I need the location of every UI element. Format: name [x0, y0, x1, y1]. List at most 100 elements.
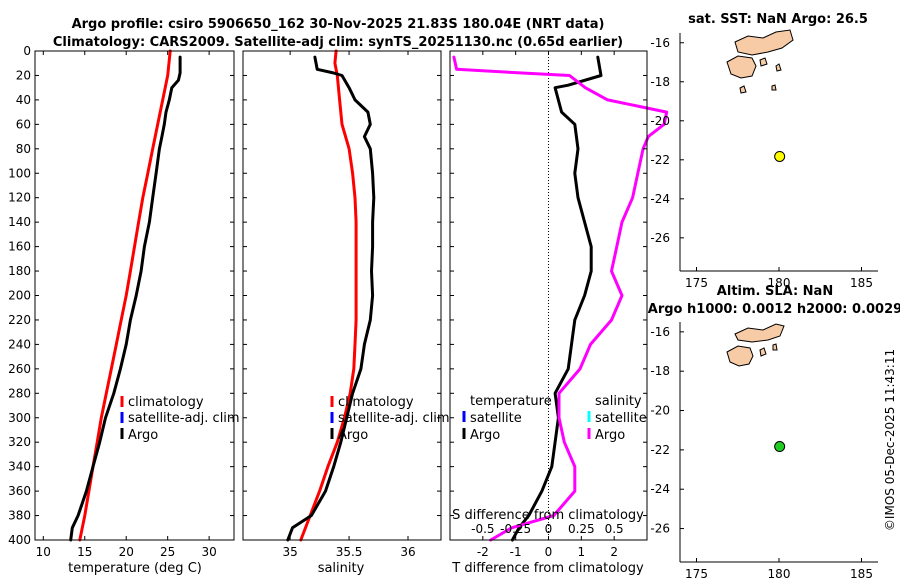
y-tick-label: 140 — [8, 215, 31, 229]
y-tick-label: 20 — [16, 68, 31, 82]
y-tick-label: 120 — [8, 191, 31, 205]
y-tick-label: 0 — [23, 44, 31, 58]
x-tick-label: 180 — [768, 567, 791, 580]
legend-label-satellite: satellite-adj. clim — [128, 411, 240, 426]
x-tick-label: 35.5 — [336, 545, 363, 559]
y-tick-label: 220 — [8, 313, 31, 327]
x-top-tick-label: -0.5 — [471, 522, 494, 536]
island-vanua-levu — [734, 323, 785, 343]
island-kadavu — [739, 85, 747, 94]
difference-xlabel-top: S difference from climatology — [452, 508, 644, 523]
island-lau — [771, 84, 777, 91]
x-top-tick-label: 0.25 — [568, 522, 595, 536]
legend-label-climatology: climatology — [338, 395, 414, 410]
y-tick-label: -18 — [650, 364, 670, 378]
series-line-climatology — [299, 49, 358, 542]
y-tick-label: 280 — [8, 386, 31, 400]
difference-panel: -2 -1 0 1 2 -0.5 -0.25 0 0.25 0.5 S difference fr… — [449, 50, 669, 576]
x-top-tick-label: 0 — [545, 522, 553, 536]
x-tick-label: -1 — [510, 545, 522, 559]
y-tick-label: 260 — [8, 362, 31, 376]
y-tick-label: -26 — [650, 522, 670, 536]
x-tick-label: 15 — [77, 545, 92, 559]
x-tick-label: 2 — [610, 545, 618, 559]
difference-xlabel: T difference from climatology — [451, 561, 644, 576]
y-tick-label: 160 — [8, 240, 31, 254]
map2-title-line-2: Argo h1000: 0.0012 h2000: 0.0029 — [648, 302, 900, 317]
legend-label-s-satellite: satellite — [595, 411, 647, 426]
y-tick-label: -22 — [650, 153, 670, 167]
island-lau — [772, 343, 778, 351]
y-tick-label: -22 — [650, 443, 670, 457]
legend-title-temperature: temperature — [470, 394, 552, 409]
map2-title-line-1: Altim. SLA: NaN — [717, 284, 833, 299]
y-tick-label: 200 — [8, 289, 31, 303]
x-top-tick-label: -0.25 — [500, 522, 531, 536]
legend-label-argo: Argo — [338, 428, 368, 443]
argo-float-marker — [774, 150, 786, 162]
y-tick-label: 400 — [8, 533, 31, 547]
fiji-landmass — [726, 323, 785, 367]
difference-legend: temperature satellite Argo salinity sate… — [462, 394, 647, 443]
legend-label-satellite: satellite-adj. clim — [338, 411, 450, 426]
x-tick-label: 30 — [201, 545, 216, 559]
y-tick-label: 180 — [8, 264, 31, 278]
legend-label-t-argo: Argo — [470, 428, 500, 443]
difference-axes-box — [449, 50, 648, 541]
y-tick-label: 300 — [8, 411, 31, 425]
x-tick-label: 36 — [400, 545, 415, 559]
y-tick-label: 80 — [16, 142, 31, 156]
x-tick-label: 25 — [160, 545, 175, 559]
legend-label-argo: Argo — [128, 428, 158, 443]
series-line-t-argo — [510, 55, 603, 542]
legend-label-climatology: climatology — [128, 395, 204, 410]
temperature-axes-box — [34, 50, 235, 541]
y-tick-label: 320 — [8, 435, 31, 449]
x-tick-label: 185 — [850, 567, 873, 580]
y-tick-label: -20 — [650, 114, 670, 128]
map1-title: sat. SST: NaN Argo: 26.5 — [688, 12, 868, 27]
y-tick-label: -18 — [650, 75, 670, 89]
series-line-argo — [286, 55, 376, 542]
y-tick-label: 360 — [8, 484, 31, 498]
x-tick-label: 0 — [545, 545, 553, 559]
island-small — [775, 63, 782, 72]
x-tick-label: 20 — [119, 545, 134, 559]
y-tick-label: -24 — [650, 192, 670, 206]
x-tick-label: 175 — [685, 567, 708, 580]
x-tick-label: 180 — [768, 276, 791, 290]
y-tick-label: -24 — [650, 482, 670, 496]
y-tick-label: 40 — [16, 93, 31, 107]
title-line-1: Argo profile: csiro 5906650_162 30-Nov-2… — [72, 17, 605, 32]
y-tick-label: -26 — [650, 231, 670, 245]
fiji-landmass — [726, 29, 794, 94]
y-tick-label: -16 — [650, 36, 670, 50]
imos-timestamp: ©IMOS 05-Dec-2025 11:43:11 — [883, 349, 897, 531]
island-viti-levu — [726, 55, 757, 79]
x-tick-label: 10 — [36, 545, 51, 559]
x-top-tick-label: 0.5 — [605, 522, 624, 536]
y-tick-label: 340 — [8, 460, 31, 474]
y-tick-label: 60 — [16, 117, 31, 131]
y-tick-label: 380 — [8, 509, 31, 523]
island-viti-levu — [726, 345, 754, 367]
y-tick-label: -20 — [650, 404, 670, 418]
legend-title-salinity: salinity — [595, 394, 642, 409]
island-small — [759, 57, 768, 67]
y-tick-label: -16 — [650, 325, 670, 339]
title-line-2: Climatology: CARS2009. Satellite-adj cli… — [53, 35, 623, 50]
x-tick-label: 175 — [685, 276, 708, 290]
legend-label-s-argo: Argo — [595, 428, 625, 443]
island-small — [759, 347, 767, 357]
argo-float-marker — [774, 441, 786, 453]
island-vanua-levu — [734, 29, 794, 56]
x-tick-label: 1 — [578, 545, 586, 559]
temperature-panel: 10 15 20 25 30020406080100120140160180200220… — [8, 44, 240, 576]
salinity-xlabel: salinity — [318, 561, 365, 576]
y-tick-label: 100 — [8, 166, 31, 180]
sst-map-panel: -16 -18 -20 -22 -24 -26 175 180 185 — [650, 29, 878, 290]
series-line-s-argo — [452, 55, 669, 542]
salinity-panel: 35 35.5 36 salinity climatology satellite-… — [242, 49, 450, 576]
series-line-argo — [69, 55, 182, 542]
